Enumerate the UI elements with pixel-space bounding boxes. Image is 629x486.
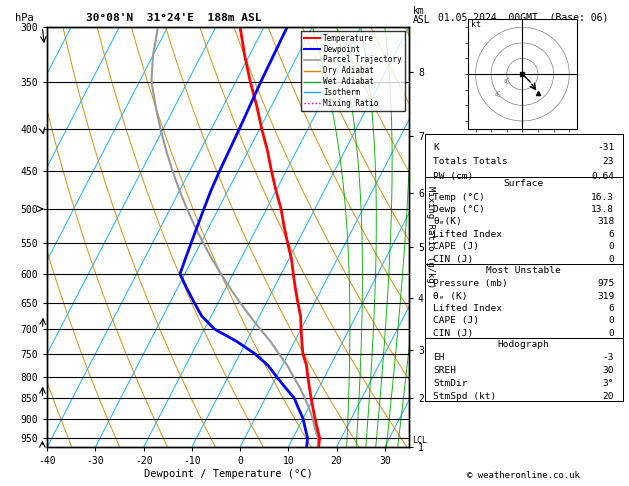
Text: 30: 30 xyxy=(603,366,615,375)
Text: LCL: LCL xyxy=(413,436,428,445)
Text: SREH: SREH xyxy=(433,366,456,375)
Bar xyxy=(425,134,623,177)
Text: Temp (°C): Temp (°C) xyxy=(433,192,485,202)
Text: 16.3: 16.3 xyxy=(591,192,615,202)
Text: 0: 0 xyxy=(608,255,615,264)
Text: hPa: hPa xyxy=(14,13,33,22)
Text: ASL: ASL xyxy=(413,15,430,25)
Text: 975: 975 xyxy=(597,279,615,288)
Legend: Temperature, Dewpoint, Parcel Trajectory, Dry Adiabat, Wet Adiabat, Isotherm, Mi: Temperature, Dewpoint, Parcel Trajectory… xyxy=(301,31,405,111)
Text: 8➿: 8➿ xyxy=(504,79,510,85)
Text: Lifted Index: Lifted Index xyxy=(433,304,502,313)
Text: 6: 6 xyxy=(608,230,615,239)
Text: 0.64: 0.64 xyxy=(591,172,615,181)
Bar xyxy=(425,264,623,338)
Text: StmDir: StmDir xyxy=(433,379,467,388)
Bar xyxy=(425,177,623,264)
Text: 01.05.2024  00GMT  (Base: 06): 01.05.2024 00GMT (Base: 06) xyxy=(438,12,609,22)
Text: © weatheronline.co.uk: © weatheronline.co.uk xyxy=(467,471,580,480)
Bar xyxy=(425,338,623,401)
Text: 8➿: 8➿ xyxy=(494,91,501,97)
Text: -3: -3 xyxy=(603,353,615,362)
Text: 13.8: 13.8 xyxy=(591,205,615,214)
Text: 30°08'N  31°24'E  188m ASL: 30°08'N 31°24'E 188m ASL xyxy=(86,13,262,22)
Text: Lifted Index: Lifted Index xyxy=(433,230,502,239)
Text: 6: 6 xyxy=(608,304,615,313)
Text: Pressure (mb): Pressure (mb) xyxy=(433,279,508,288)
Text: CIN (J): CIN (J) xyxy=(433,329,473,338)
Y-axis label: Mixing Ratio (g/kg): Mixing Ratio (g/kg) xyxy=(426,186,435,288)
Text: K: K xyxy=(433,143,439,152)
X-axis label: Dewpoint / Temperature (°C): Dewpoint / Temperature (°C) xyxy=(143,469,313,479)
Text: Most Unstable: Most Unstable xyxy=(486,266,561,275)
Text: 0: 0 xyxy=(608,329,615,338)
Text: CAPE (J): CAPE (J) xyxy=(433,242,479,251)
Text: 23: 23 xyxy=(603,157,615,166)
Text: -31: -31 xyxy=(597,143,615,152)
Text: kt: kt xyxy=(471,20,481,29)
Text: CIN (J): CIN (J) xyxy=(433,255,473,264)
Text: 318: 318 xyxy=(597,217,615,226)
Text: Surface: Surface xyxy=(504,179,543,188)
Text: km: km xyxy=(413,6,424,16)
Text: θₑ(K): θₑ(K) xyxy=(433,217,462,226)
Text: Dewp (°C): Dewp (°C) xyxy=(433,205,485,214)
Text: 319: 319 xyxy=(597,292,615,300)
Text: StmSpd (kt): StmSpd (kt) xyxy=(433,392,496,400)
Text: 0: 0 xyxy=(608,242,615,251)
Text: Totals Totals: Totals Totals xyxy=(433,157,508,166)
Text: 0: 0 xyxy=(608,316,615,325)
Text: 3°: 3° xyxy=(603,379,615,388)
Text: 20: 20 xyxy=(603,392,615,400)
Text: PW (cm): PW (cm) xyxy=(433,172,473,181)
Text: θₑ (K): θₑ (K) xyxy=(433,292,467,300)
Text: Hodograph: Hodograph xyxy=(498,340,550,348)
Text: EH: EH xyxy=(433,353,445,362)
Text: CAPE (J): CAPE (J) xyxy=(433,316,479,325)
